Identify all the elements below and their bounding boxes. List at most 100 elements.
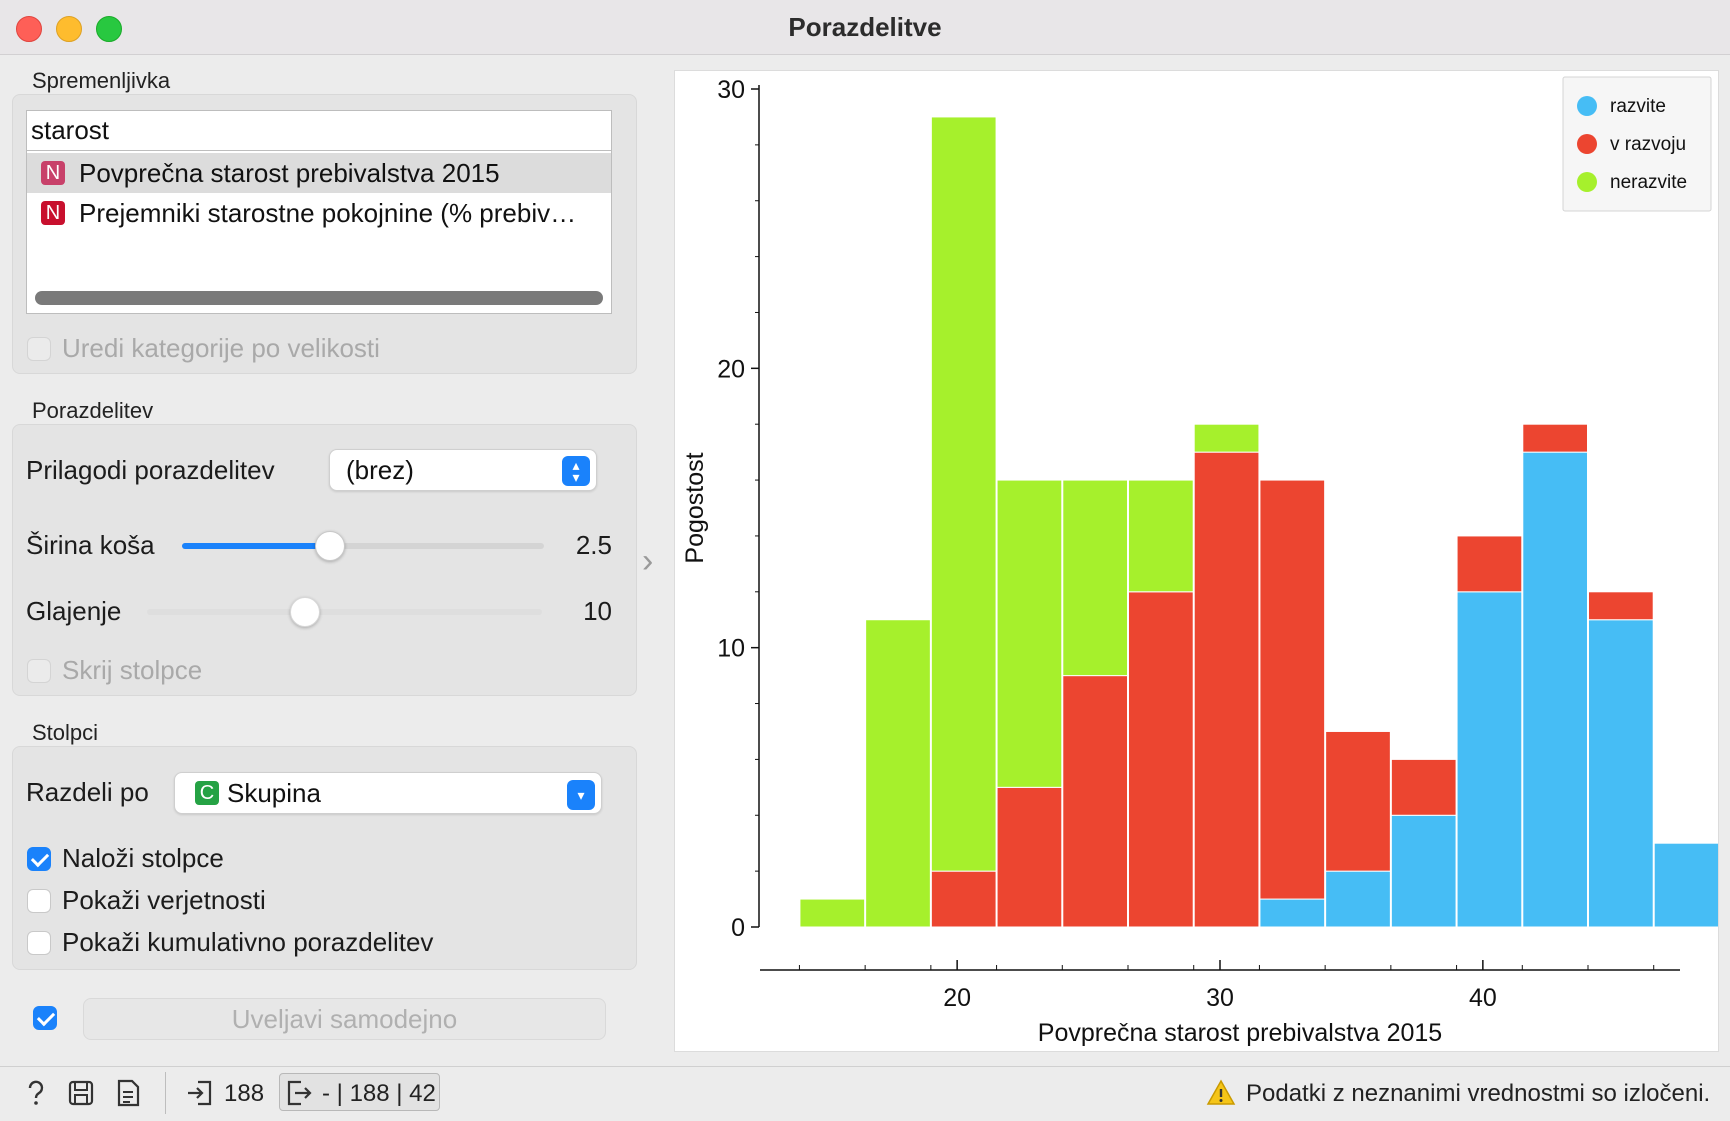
- show-cumulative-label: Pokaži kumulativno porazdelitev: [62, 927, 434, 957]
- save-icon[interactable]: [67, 1078, 95, 1108]
- warning-icon: [1206, 1079, 1236, 1105]
- legend-label: nerazvite: [1610, 172, 1687, 193]
- fit-distribution-combo[interactable]: (brez) ▴ ▾: [329, 449, 597, 491]
- histogram-bar-razvite: [1522, 451, 1588, 928]
- histogram-bar-v-razvoju: [1456, 535, 1523, 593]
- histogram-bar-nerazvite: [865, 619, 931, 928]
- auto-apply-checkbox[interactable]: [33, 1006, 57, 1030]
- show-probabilities-label: Pokaži verjetnosti: [62, 885, 266, 915]
- bin-width-slider-track[interactable]: [182, 543, 544, 549]
- legend-marker: [1577, 134, 1597, 154]
- bin-width-slider-fill: [182, 543, 331, 549]
- histogram-bar-nerazvite: [799, 898, 866, 928]
- histogram-bar-razvite: [1653, 842, 1720, 928]
- split-by-label: Razdeli po: [26, 777, 149, 807]
- x-tick-label: 30: [1206, 984, 1234, 1012]
- smoothing-value: 10: [583, 596, 612, 626]
- y-tick-label: 0: [731, 914, 745, 942]
- split-by-value: Skupina: [227, 777, 321, 808]
- warning-message: Podatki z neznanimi vrednostmi so izloče…: [1246, 1080, 1711, 1107]
- output-icon: [287, 1080, 312, 1106]
- distribution-section-label: Porazdelitev: [32, 398, 154, 423]
- histogram-bar-v-razvoju: [1062, 675, 1128, 928]
- legend-marker: [1577, 172, 1597, 192]
- apply-automatically-button[interactable]: Uveljavi samodejno: [83, 998, 606, 1040]
- legend-box: [1562, 76, 1712, 212]
- bin-width-value: 2.5: [575, 530, 612, 560]
- smoothing-slider-track[interactable]: [147, 609, 542, 615]
- chart-panel: 0 10 20 30 20 30 40 Povprečna starost prebivals…: [674, 70, 1720, 1052]
- histogram-bar-nerazvite: [1062, 479, 1128, 677]
- input-icon: [188, 1080, 212, 1106]
- up-down-arrows-icon: ▴ ▾: [562, 456, 590, 486]
- histogram-bar-v-razvoju: [996, 786, 1063, 928]
- variable-list[interactable]: N Povprečna starost prebivalstva 2015 N …: [26, 110, 612, 314]
- bin-width-label: Širina koša: [26, 530, 155, 560]
- histogram-bar-v-razvoju: [1390, 758, 1457, 816]
- variable-section-label: Spremenljivka: [32, 68, 171, 93]
- chevron-down-icon: ▾: [567, 780, 595, 810]
- histogram-bar-razvite: [1390, 814, 1457, 928]
- minimize-window-button[interactable]: [56, 16, 82, 42]
- histogram-bar-razvite: [1259, 898, 1326, 928]
- variable-search-input[interactable]: [27, 111, 611, 151]
- split-by-combo[interactable]: C Skupina ▾: [174, 772, 602, 814]
- stack-bars-label: Naloži stolpce: [62, 843, 224, 873]
- smoothing-label: Glajenje: [26, 596, 122, 626]
- histogram-bar-v-razvoju: [930, 870, 997, 928]
- help-icon[interactable]: [22, 1078, 50, 1108]
- categorical-variable-icon: C: [195, 781, 219, 805]
- input-count: 188: [224, 1080, 265, 1107]
- histogram-bar-nerazvite: [1128, 479, 1194, 593]
- show-cumulative-checkbox[interactable]: [27, 931, 51, 955]
- bin-width-slider-knob[interactable]: [315, 531, 346, 561]
- histogram-bar-razvite: [1588, 619, 1654, 928]
- stack-bars-checkbox[interactable]: [27, 847, 51, 871]
- x-axis-label: Povprečna starost prebivalstva 2015: [1038, 1019, 1442, 1047]
- variable-label: Prejemniki starostne pokojnine (% prebiv…: [79, 197, 577, 228]
- y-tick-label: 20: [717, 355, 745, 383]
- chevron-right-icon[interactable]: ›: [642, 542, 654, 580]
- output-summary: - | 188 | 42: [322, 1080, 436, 1107]
- fit-distribution-label: Prilagodi porazdelitev: [26, 455, 275, 485]
- variable-list-item[interactable]: N Prejemniki starostne pokojnine (% preb…: [27, 193, 611, 233]
- y-tick-label: 10: [717, 635, 745, 663]
- x-tick-label: 20: [943, 984, 971, 1012]
- window-title: Porazdelitve: [788, 12, 942, 42]
- title-bar: Porazdelitve: [0, 0, 1730, 55]
- histogram-bar-v-razvoju: [1522, 423, 1588, 453]
- x-tick-label: 40: [1469, 984, 1497, 1012]
- sort-by-size-checkbox[interactable]: [27, 337, 51, 361]
- histogram-bar-v-razvoju: [1259, 479, 1326, 900]
- hide-bars-label: Skrij stolpce: [62, 655, 203, 685]
- smoothing-slider-knob[interactable]: [290, 597, 320, 627]
- legend-label: razvite: [1610, 96, 1666, 117]
- hide-bars-checkbox[interactable]: [27, 659, 51, 683]
- horizontal-scrollbar[interactable]: [35, 291, 603, 305]
- sort-by-size-label: Uredi kategorije po velikosti: [62, 333, 380, 363]
- variable-label: Povprečna starost prebivalstva 2015: [79, 157, 500, 188]
- histogram-bar-v-razvoju: [1588, 591, 1654, 621]
- histogram-bar-v-razvoju: [1193, 451, 1260, 928]
- close-window-button[interactable]: [16, 16, 42, 42]
- status-divider: [165, 1072, 166, 1114]
- numeric-variable-icon: N: [41, 161, 65, 185]
- histogram-bar-v-razvoju: [1325, 730, 1391, 872]
- legend-label: v razvoju: [1610, 134, 1686, 155]
- histogram-bar-nerazvite: [930, 116, 997, 872]
- legend-marker: [1577, 96, 1597, 116]
- histogram-bar-razvite: [1456, 591, 1523, 928]
- histogram-bar-v-razvoju: [1128, 591, 1194, 928]
- columns-section-label: Stolpci: [32, 720, 99, 745]
- fit-distribution-value: (brez): [346, 454, 414, 485]
- histogram-bar-razvite: [1325, 870, 1391, 928]
- variable-list-item[interactable]: N Povprečna starost prebivalstva 2015: [27, 153, 611, 193]
- show-probabilities-checkbox[interactable]: [27, 889, 51, 913]
- zoom-window-button[interactable]: [96, 16, 122, 42]
- histogram-bar-nerazvite: [996, 479, 1063, 788]
- histogram-bar-nerazvite: [1193, 423, 1260, 453]
- report-icon[interactable]: [114, 1078, 142, 1108]
- numeric-variable-icon: N: [41, 201, 65, 225]
- histogram-chart: 0 10 20 30 20 30 40 Povprečna starost prebivals…: [681, 76, 1720, 1047]
